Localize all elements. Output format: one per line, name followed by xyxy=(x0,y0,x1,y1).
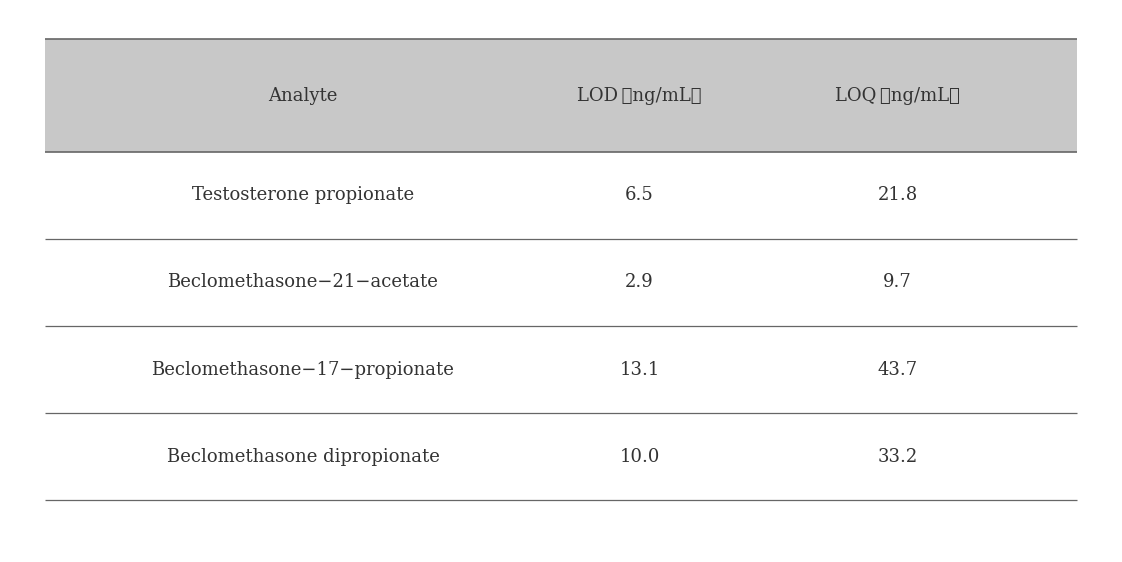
Text: 9.7: 9.7 xyxy=(883,273,912,292)
Text: 33.2: 33.2 xyxy=(877,447,918,466)
Text: Testosterone propionate: Testosterone propionate xyxy=(192,186,414,205)
Text: Beclomethasone−17−propionate: Beclomethasone−17−propionate xyxy=(151,360,454,379)
Text: 43.7: 43.7 xyxy=(877,360,918,379)
Text: 21.8: 21.8 xyxy=(877,186,918,205)
Text: Analyte: Analyte xyxy=(268,87,338,105)
Text: 6.5: 6.5 xyxy=(625,186,654,205)
Text: LOD （ng/mL）: LOD （ng/mL） xyxy=(578,87,701,105)
Text: LOQ （ng/mL）: LOQ （ng/mL） xyxy=(835,87,960,105)
Text: 10.0: 10.0 xyxy=(619,447,660,466)
Text: Beclomethasone−21−acetate: Beclomethasone−21−acetate xyxy=(167,273,439,292)
Text: 2.9: 2.9 xyxy=(625,273,654,292)
Bar xyxy=(45,39,1077,152)
Text: 13.1: 13.1 xyxy=(619,360,660,379)
Text: Beclomethasone dipropionate: Beclomethasone dipropionate xyxy=(166,447,440,466)
